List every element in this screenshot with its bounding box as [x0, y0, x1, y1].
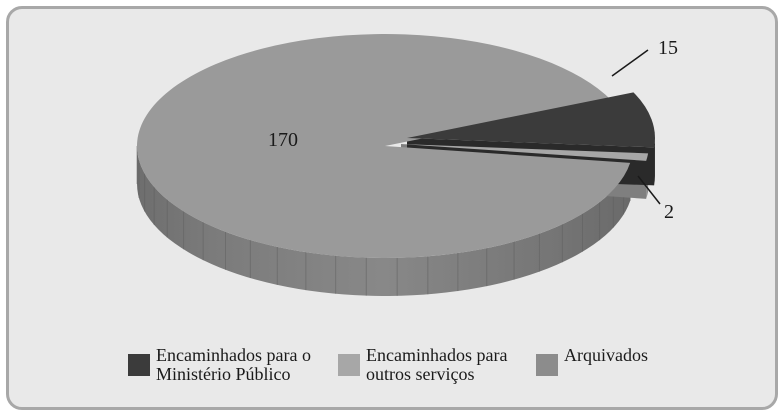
legend-label-ministerio-publico: Encaminhados para o Ministério Público — [156, 346, 316, 384]
legend-item-arquivados: Arquivados — [536, 346, 684, 376]
legend-label-line: Ministério Público — [156, 364, 291, 384]
legend: Encaminhados para o Ministério Público E… — [128, 346, 684, 384]
legend-swatch-arquivados — [536, 354, 558, 376]
pie-data-labels: 15 2 170 — [268, 37, 678, 223]
pie-slice — [407, 92, 655, 148]
legend-item-outros-servicos: Encaminhados para outros serviços — [338, 346, 514, 384]
legend-swatch-outros-servicos — [338, 354, 360, 376]
legend-label-line: Arquivados — [564, 345, 648, 365]
data-label: 15 — [658, 37, 678, 59]
legend-item-ministerio-publico: Encaminhados para o Ministério Público — [128, 346, 316, 384]
data-label: 170 — [268, 129, 298, 151]
data-label: 2 — [664, 201, 674, 223]
data-label-leader — [611, 49, 649, 77]
pie-side-slice — [137, 146, 631, 296]
legend-label-arquivados: Arquivados — [564, 346, 684, 365]
pie-top — [137, 34, 655, 259]
legend-label-outros-servicos: Encaminhados para outros serviços — [366, 346, 514, 384]
legend-label-line: outros serviços — [366, 364, 475, 384]
pie-slice — [137, 34, 631, 259]
legend-label-line: Encaminhados para o — [156, 345, 311, 365]
data-label-leader — [637, 175, 661, 205]
pie-side-slice — [654, 138, 655, 186]
pie-slice — [401, 144, 649, 161]
legend-label-line: Encaminhados para — [366, 345, 508, 365]
legend-swatch-ministerio-publico — [128, 354, 150, 376]
